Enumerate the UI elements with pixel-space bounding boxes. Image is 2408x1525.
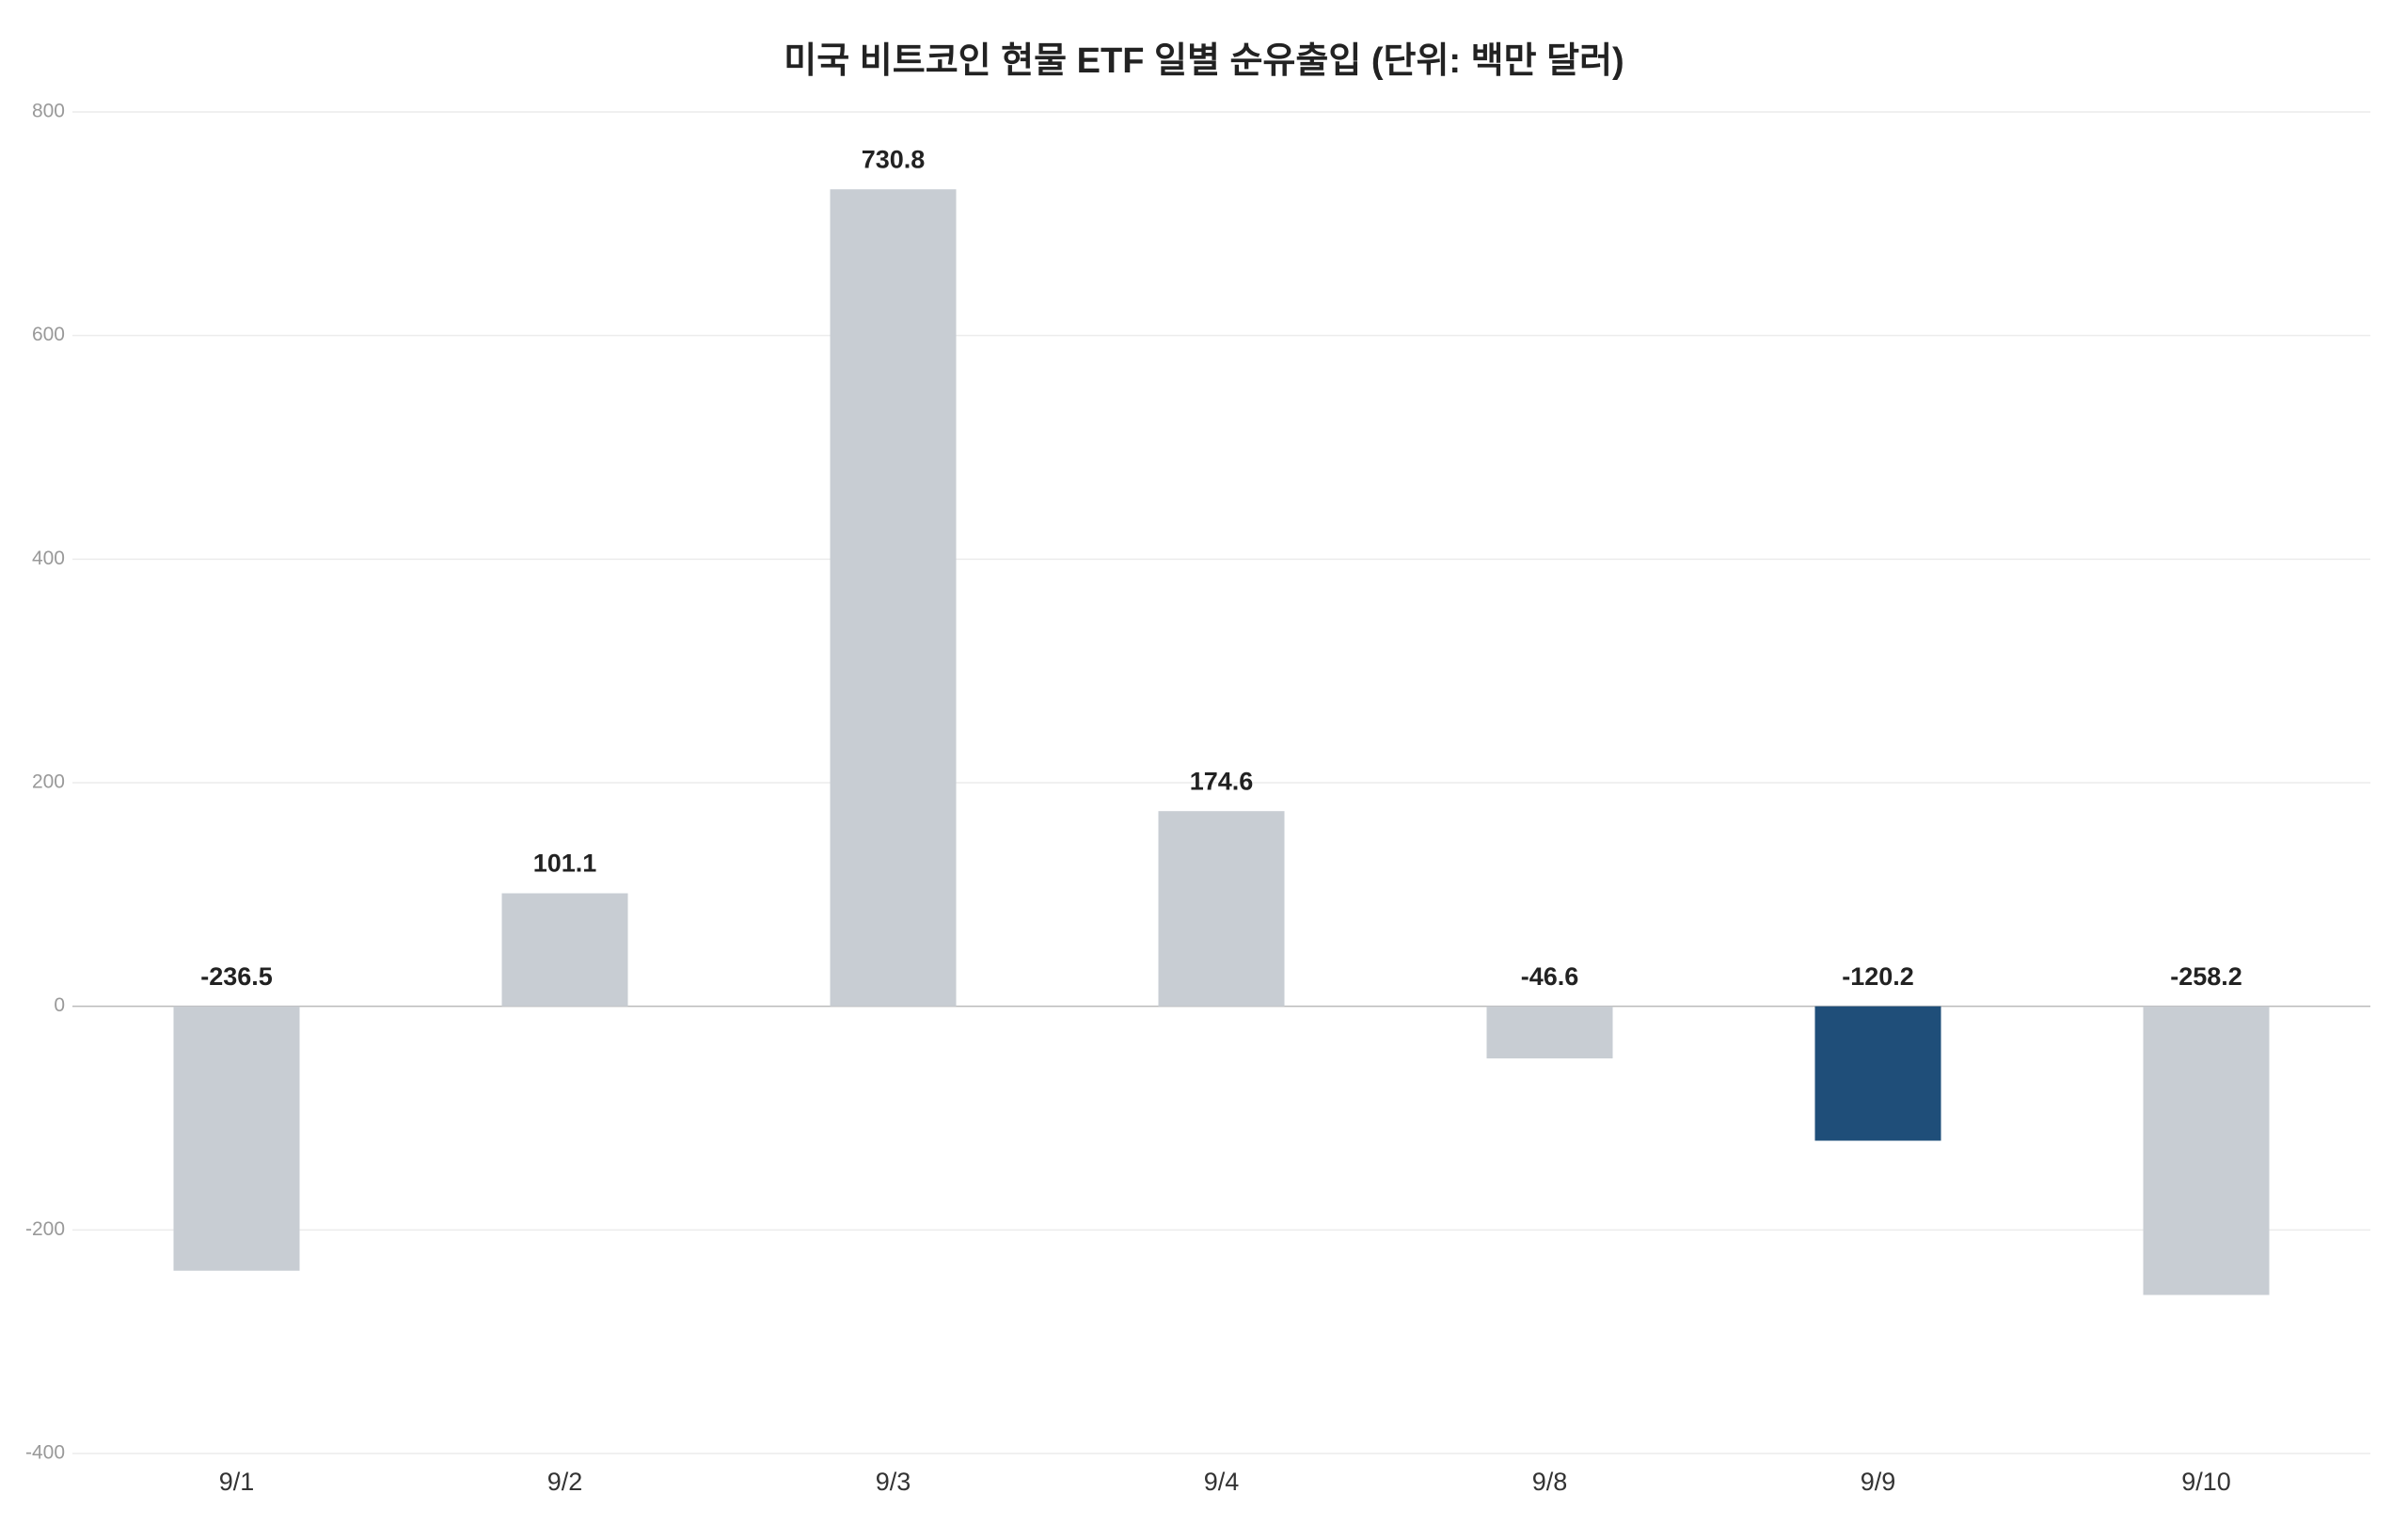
bar [1814, 1006, 1941, 1141]
x-tick-label: 9/1 [219, 1468, 255, 1496]
value-label: -46.6 [1521, 962, 1579, 991]
bar [173, 1006, 300, 1271]
x-tick-label: 9/3 [876, 1468, 911, 1496]
value-label: 174.6 [1190, 767, 1254, 795]
y-tick-label: 600 [32, 324, 65, 345]
bar [2143, 1006, 2270, 1295]
value-label: 101.1 [533, 850, 597, 878]
bar [501, 893, 628, 1007]
x-tick-label: 9/10 [2181, 1468, 2231, 1496]
chart-title: 미국 비트코인 현물 ETF 일별 순유출입 (단위: 백만 달러) [784, 41, 1624, 81]
y-tick-label: 400 [32, 548, 65, 569]
y-tick-label: 800 [32, 101, 65, 122]
y-tick-label: -400 [25, 1442, 65, 1464]
x-tick-label: 9/2 [547, 1468, 583, 1496]
value-label: -120.2 [1842, 962, 1914, 991]
value-label: -258.2 [2170, 962, 2242, 991]
bar [830, 189, 957, 1007]
bar [1158, 811, 1285, 1007]
value-label: -236.5 [200, 962, 273, 991]
y-tick-label: -200 [25, 1218, 65, 1240]
x-tick-label: 9/9 [1861, 1468, 1896, 1496]
x-tick-label: 9/8 [1532, 1468, 1568, 1496]
x-tick-label: 9/4 [1204, 1468, 1240, 1496]
bar [1486, 1006, 1613, 1059]
value-label: 730.8 [862, 145, 926, 173]
y-tick-label: 200 [32, 771, 65, 793]
y-tick-label: 0 [54, 994, 65, 1016]
